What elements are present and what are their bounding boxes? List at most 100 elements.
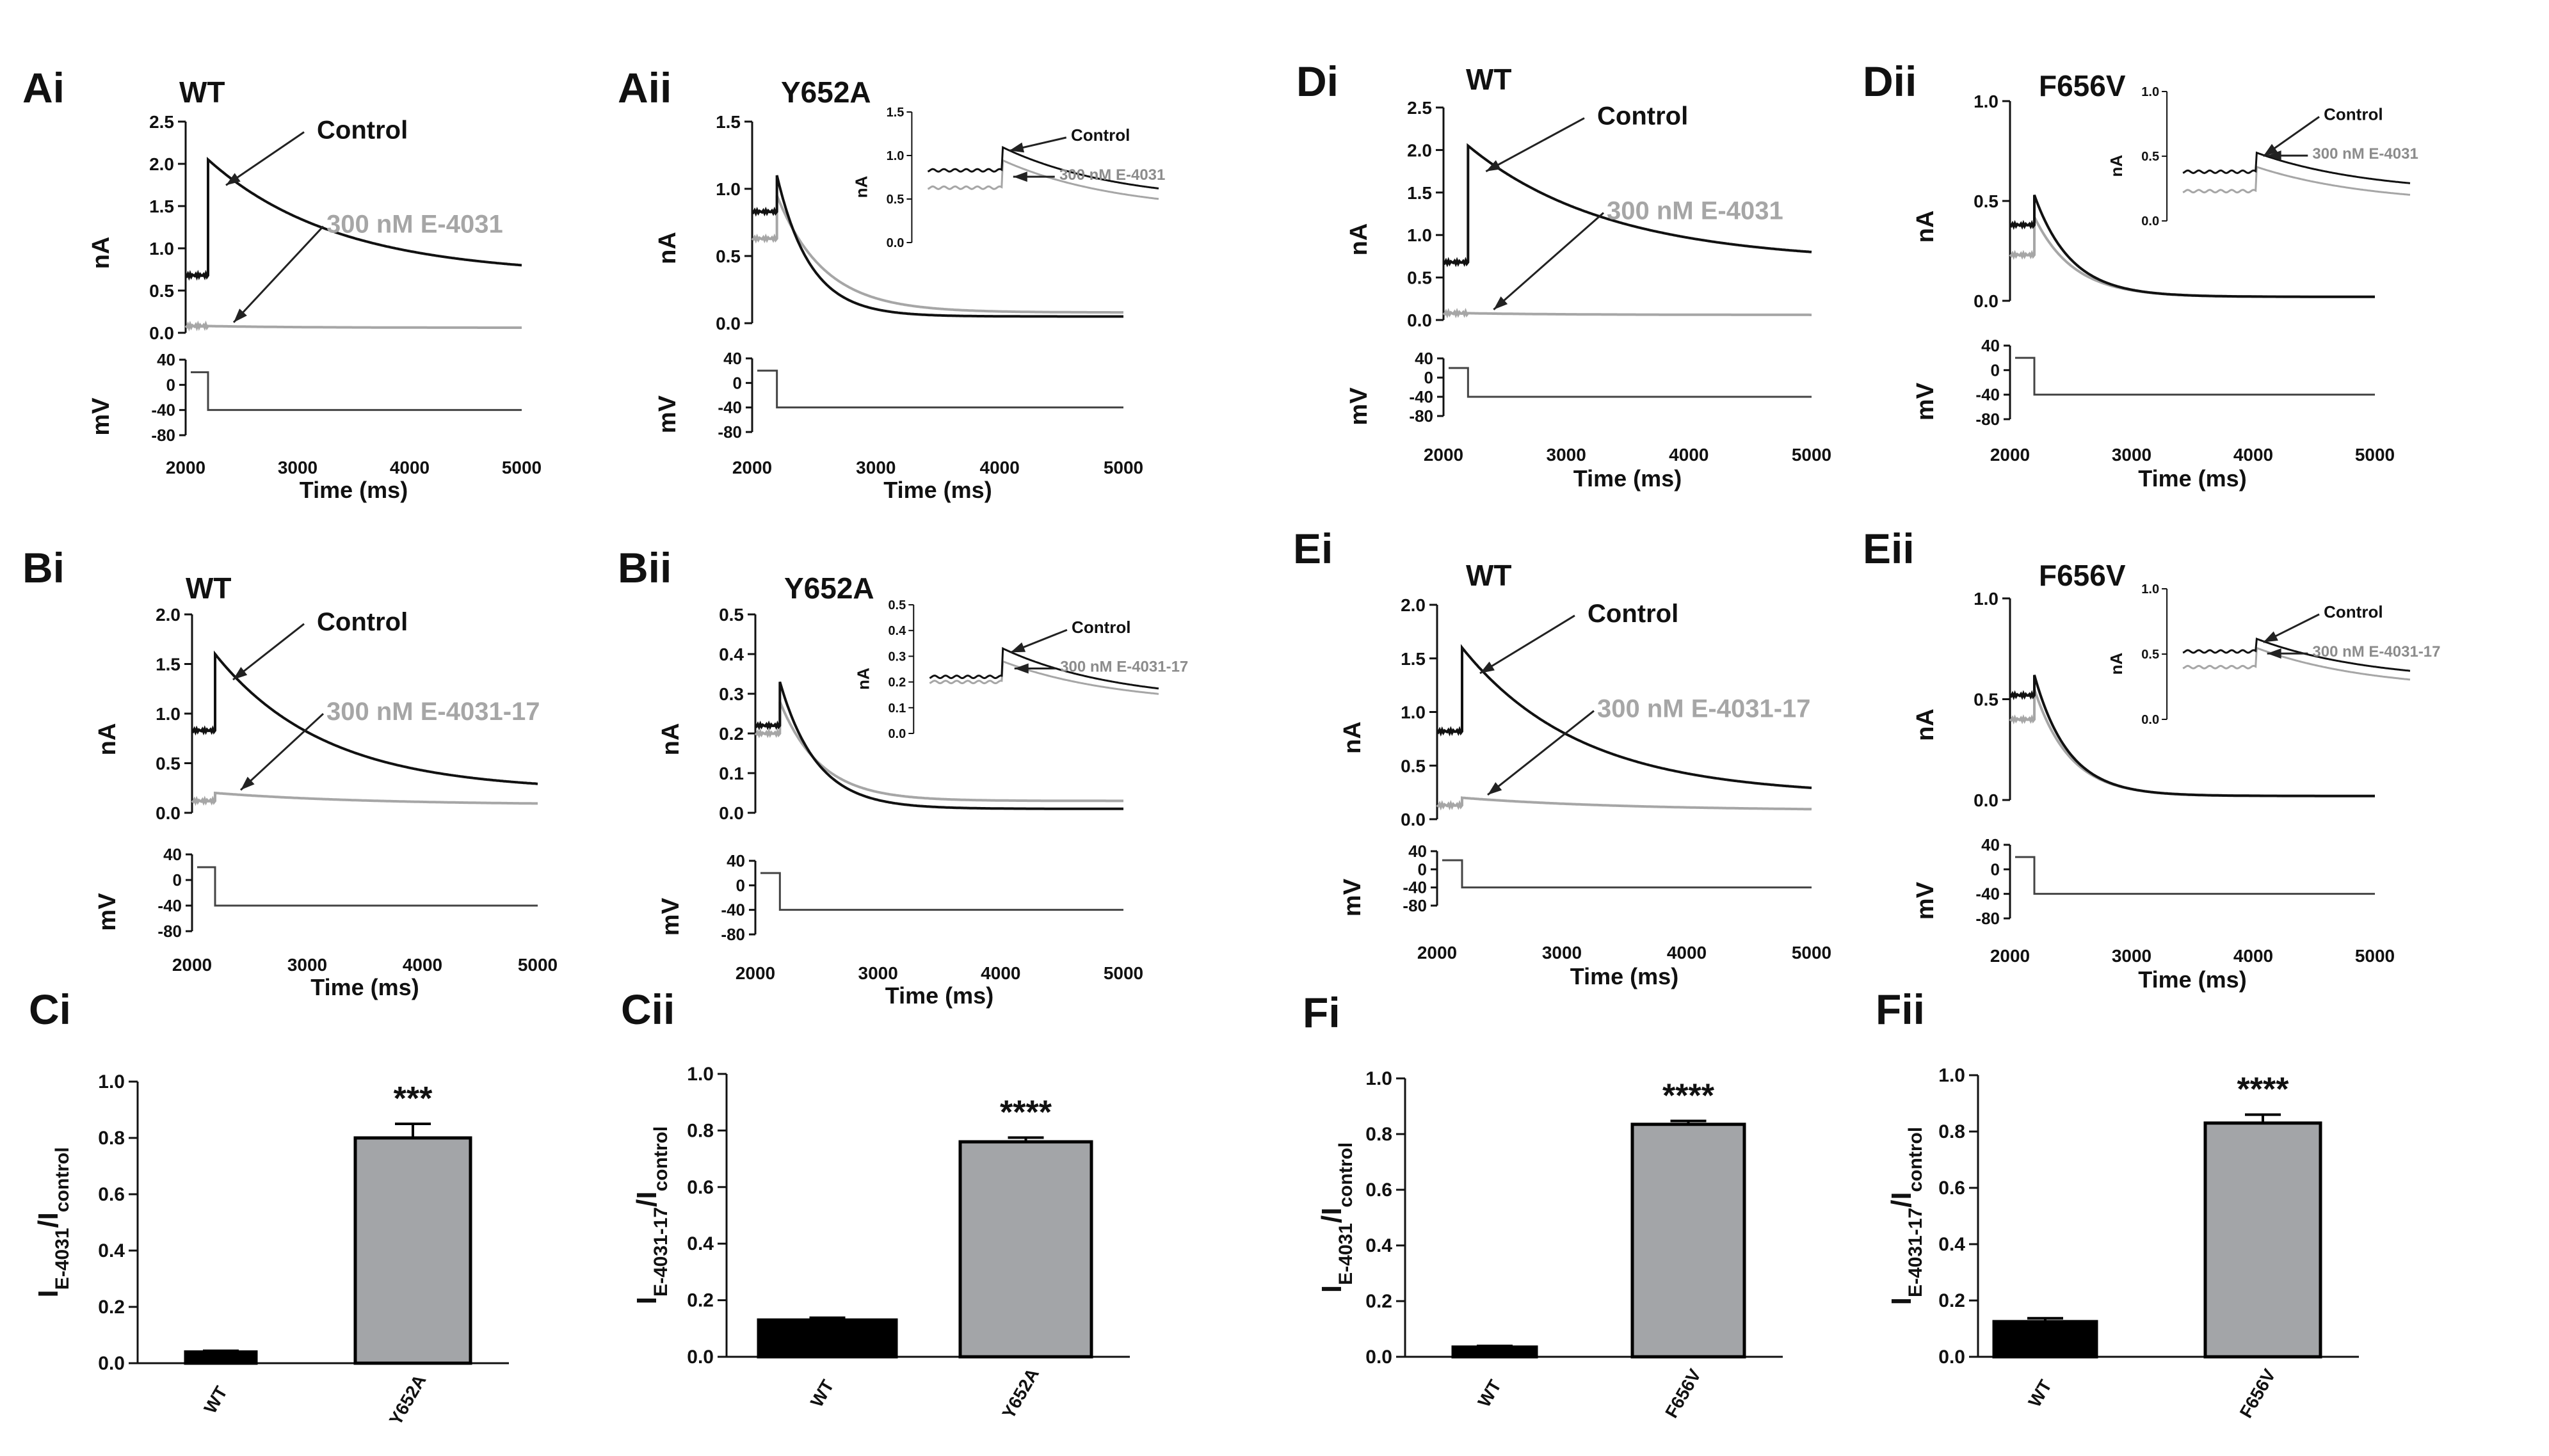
- x-tick-label: 5000: [1104, 963, 1143, 983]
- y-tick-label: 0.3: [719, 684, 744, 704]
- v-tick-label: -40: [1403, 878, 1427, 897]
- panel-title: Y652A: [784, 572, 874, 605]
- y-tick-label: 0.0: [719, 803, 744, 823]
- annotation-control: Control: [1588, 600, 1678, 628]
- y-label-sub2: control: [650, 1126, 671, 1192]
- x-tick-label: 3000: [858, 963, 898, 983]
- inset-tick-label: 0.0: [2141, 214, 2159, 228]
- panel-title: WT: [186, 572, 232, 605]
- x-axis-label: Time (ms): [885, 982, 993, 1009]
- panel-label: Eii: [1863, 525, 1915, 572]
- bar-y-tick-label: 0.4: [687, 1233, 714, 1254]
- annotation-drug: 300 nM E-4031: [1607, 196, 1783, 225]
- x-tick-label: 3000: [1547, 445, 1586, 465]
- bar-y-tick-label: 0.6: [1938, 1178, 1965, 1199]
- x-tick-label: 2000: [1417, 943, 1457, 963]
- y-tick-label: 0.5: [1401, 756, 1426, 776]
- x-axis-label: Time (ms): [2138, 465, 2246, 492]
- y-tick-label: 2.0: [1407, 140, 1432, 160]
- voltage-axis-label: mV: [654, 395, 681, 433]
- y-tick-label: 1.0: [716, 179, 741, 199]
- v-tick-label: 40: [1408, 842, 1427, 861]
- bar-y-axis-label: IE-4031/Icontrol: [33, 1147, 73, 1297]
- inset-arrow-drug: [2267, 150, 2308, 161]
- trace-drug: [751, 195, 1123, 314]
- x-tick-label: 3000: [287, 955, 327, 975]
- arrow-drug-head: [234, 308, 247, 323]
- v-tick-label: 40: [727, 851, 745, 870]
- inset-arrow-control: [2262, 116, 2320, 157]
- panel-Bi: Bi WT 0.0 0.5 1.0 1.5 2.0 nA 40 0 -40 -80 mV 2000 3000…: [22, 544, 558, 1000]
- inset-label-drug: 300 nM E-4031-17: [2312, 643, 2440, 660]
- bar-y-tick-label: 0.0: [98, 1353, 125, 1374]
- panel-label: Ai: [22, 64, 65, 111]
- y-label-sub1: E-4031: [52, 1228, 73, 1290]
- bar-y-axis-label: IE-4031/Icontrol: [1316, 1142, 1356, 1293]
- inset-tick-label: 0.5: [887, 193, 905, 207]
- panel-Aii: Aii Y652A 0.0 0.5 1.0 1.5 nA 40 0 -40 -80 mV 2000 300…: [618, 64, 1165, 503]
- panel-label: Bi: [22, 544, 65, 591]
- v-tick-label: 40: [1981, 336, 2000, 355]
- y-label-main: I: [1316, 1285, 1347, 1293]
- voltage-axis-label: mV: [94, 893, 121, 931]
- y-axis-label: nA: [657, 723, 684, 756]
- voltage-protocol-trace: [760, 872, 1123, 911]
- inset-arrow-drug: [1014, 663, 1056, 674]
- y-tick-label: 0.5: [1974, 191, 1998, 211]
- x-tick-label: 5000: [1104, 458, 1143, 477]
- arrow-control-head: [1480, 661, 1495, 673]
- trace-drug: [1442, 307, 1812, 319]
- inset-tick-label: 1.5: [887, 106, 905, 120]
- bar-y-tick-label: 0.4: [98, 1240, 125, 1261]
- arrow-control: [225, 131, 305, 186]
- inset-arrow-control: [1010, 628, 1068, 653]
- y-label-sep: /I: [631, 1191, 663, 1206]
- y-label-sub1: E-4031-17: [1905, 1208, 1926, 1297]
- y-axis-label: nA: [1346, 223, 1372, 256]
- inset: 0.0 0.5 1.0 1.5 nA Control 300 nM E-4031: [851, 106, 1165, 250]
- inset-y-label: nA: [853, 668, 872, 690]
- arrow-drug-shaft: [1487, 710, 1595, 796]
- arrow-drug: [239, 713, 325, 791]
- voltage-axis-label: mV: [1912, 881, 1939, 920]
- x-tick-label: 4000: [980, 458, 1020, 477]
- bar-y-tick-label: 1.0: [98, 1071, 125, 1092]
- arrow-drug: [1493, 212, 1604, 310]
- arrow-drug-head: [1493, 296, 1508, 310]
- y-axis-label: nA: [1339, 721, 1366, 754]
- arrow-control-shaft: [1485, 117, 1585, 173]
- significance-marker: ****: [2237, 1071, 2290, 1108]
- x-tick-label: 4000: [1667, 943, 1707, 963]
- trace-drug: [2009, 216, 2375, 298]
- x-tick-label: 4000: [1669, 445, 1709, 465]
- inset-label-drug: 300 nM E-4031-17: [1060, 659, 1188, 676]
- bar-y-tick-label: 0.8: [1365, 1124, 1392, 1145]
- panel-Ci: Ci 0.0 0.2 0.4 0.6 0.8 1.0 IE-4031/Icontrol WT Y6…: [29, 986, 509, 1428]
- inset-label-control: Control: [2324, 602, 2383, 621]
- y-tick-label: 1.5: [149, 196, 174, 216]
- voltage-axis-label: mV: [1346, 387, 1372, 426]
- x-tick-label: 5000: [2355, 445, 2395, 465]
- y-tick-label: 0.0: [1401, 810, 1426, 829]
- y-tick-label: 0.0: [149, 323, 174, 343]
- v-tick-label: 0: [166, 375, 175, 394]
- y-label-sep: /I: [1886, 1192, 1917, 1207]
- voltage-protocol-trace: [197, 866, 538, 907]
- bar-y-tick-label: 0.2: [687, 1290, 714, 1311]
- inset-arrow-control: [2262, 613, 2320, 643]
- bar-y-tick-label: 0.8: [1938, 1121, 1965, 1142]
- trace-drug: [2009, 689, 2375, 797]
- y-tick-label: 0.4: [719, 644, 744, 664]
- annotation-drug: 300 nM E-4031-17: [1597, 695, 1811, 723]
- inset-y-label: nA: [851, 175, 871, 198]
- arrow-drug-head: [1488, 782, 1502, 795]
- trace-control: [751, 175, 1123, 318]
- x-axis-label: Time (ms): [2138, 966, 2246, 993]
- arrow-control-head: [226, 173, 241, 186]
- voltage-protocol-trace: [2015, 356, 2375, 396]
- y-tick-label: 1.0: [156, 704, 181, 724]
- arrow-control: [1485, 117, 1585, 173]
- trace-drug: [184, 320, 522, 332]
- bar-y-tick-label: 0.4: [1938, 1234, 1965, 1255]
- voltage-axis-label: mV: [88, 397, 115, 436]
